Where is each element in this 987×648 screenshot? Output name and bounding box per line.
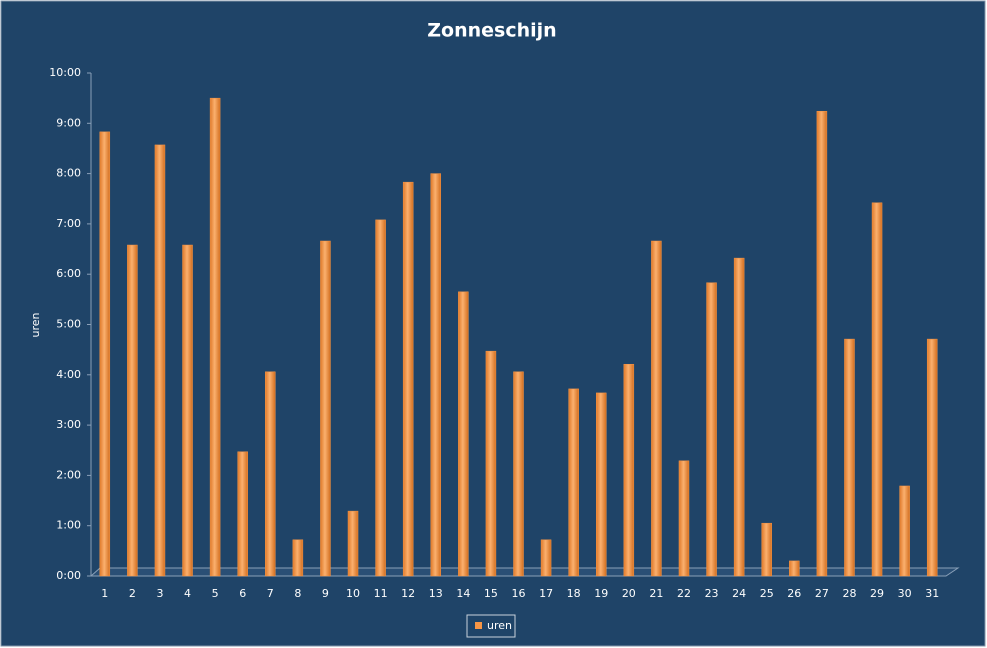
x-tick-label: 6 (239, 587, 246, 600)
x-tick-label: 13 (429, 587, 443, 600)
bar (816, 110, 828, 577)
x-tick-label: 19 (594, 587, 608, 600)
x-tick-label: 11 (374, 587, 388, 600)
legend-swatch (475, 622, 482, 629)
x-tick-label: 25 (760, 587, 774, 600)
bar (154, 144, 166, 577)
x-tick-label: 2 (129, 587, 136, 600)
y-tick-label: 7:00 (56, 217, 81, 230)
bar (678, 460, 690, 577)
bar (99, 131, 111, 577)
y-tick-label: 4:00 (56, 368, 81, 381)
x-tick-label: 23 (705, 587, 719, 600)
bar (182, 244, 193, 577)
bar (789, 560, 800, 577)
bar (485, 350, 497, 577)
bar (540, 539, 552, 577)
x-tick-label: 29 (870, 587, 884, 600)
x-tick-label: 8 (294, 587, 301, 600)
y-tick-label: 9:00 (56, 116, 81, 129)
bar (844, 338, 855, 577)
x-tick-label: 20 (622, 587, 636, 600)
x-tick-label: 30 (898, 587, 912, 600)
bar (127, 244, 138, 577)
x-tick-label: 31 (925, 587, 939, 600)
x-tick-label: 1 (101, 587, 108, 600)
legend-label: uren (487, 619, 512, 632)
legend (466, 614, 516, 638)
bar (430, 173, 442, 577)
x-tick-label: 3 (156, 587, 163, 600)
bar (513, 371, 524, 577)
x-tick-label: 21 (649, 587, 663, 600)
x-tick-label: 14 (456, 587, 470, 600)
y-tick-label: 2:00 (56, 468, 81, 481)
x-tick-label: 28 (842, 587, 856, 600)
x-tick-label: 22 (677, 587, 691, 600)
bar (706, 282, 717, 577)
y-tick-label: 8:00 (56, 167, 81, 180)
bar (237, 451, 248, 577)
bar (402, 181, 414, 577)
bar (209, 97, 221, 577)
x-tick-label: 16 (512, 587, 526, 600)
x-tick-label: 26 (787, 587, 801, 600)
x-tick-label: 9 (322, 587, 329, 600)
floor (89, 567, 960, 577)
bar (926, 338, 938, 577)
x-tick-label: 10 (346, 587, 360, 600)
bar (899, 485, 910, 577)
y-tick-label: 5:00 (56, 318, 81, 331)
bar (623, 363, 635, 577)
bar (375, 219, 386, 577)
bar (761, 522, 772, 577)
chart-title: Zonneschijn (427, 20, 556, 42)
x-tick-label: 17 (539, 587, 553, 600)
x-tick-label: 18 (567, 587, 581, 600)
y-tick-label: 6:00 (56, 267, 81, 280)
x-tick-label: 27 (815, 587, 829, 600)
bar (320, 240, 331, 577)
bar (568, 388, 579, 577)
x-tick-label: 15 (484, 587, 498, 600)
bar (871, 202, 883, 577)
y-tick-label: 10:00 (49, 66, 81, 79)
y-tick-label: 1:00 (56, 519, 81, 532)
x-tick-label: 4 (184, 587, 191, 600)
bar (651, 240, 662, 577)
x-tick-label: 5 (212, 587, 219, 600)
x-tick-label: 7 (267, 587, 274, 600)
bar (458, 291, 469, 577)
bar (292, 539, 304, 577)
bar (347, 510, 359, 577)
y-tick-label: 3:00 (56, 418, 81, 431)
x-tick-label: 24 (732, 587, 746, 600)
bar (265, 371, 276, 577)
y-axis-label: uren (29, 312, 42, 337)
x-tick-label: 12 (401, 587, 415, 600)
y-tick-label: 0:00 (56, 569, 81, 582)
bar (733, 257, 745, 577)
bar (595, 392, 607, 577)
